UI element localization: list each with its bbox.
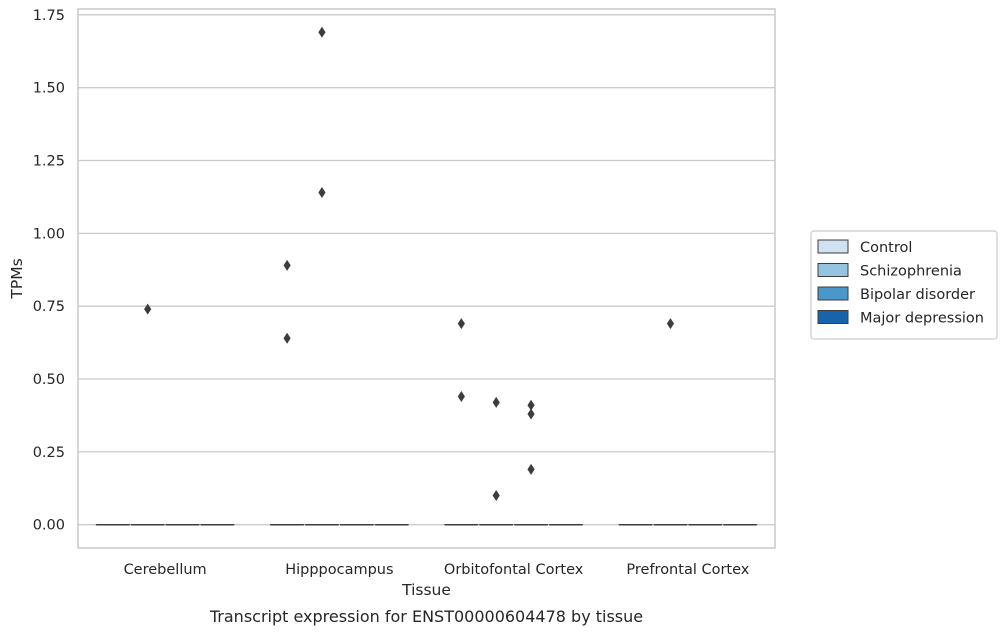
- y-tick-label: 1.50: [33, 81, 65, 97]
- outlier-point: [666, 318, 675, 330]
- outlier-point: [318, 187, 326, 199]
- y-tick-label: 0.50: [33, 372, 65, 388]
- legend: Control Schizophrenia Bipolar disorder Majo…: [810, 230, 998, 340]
- outlier-point: [283, 259, 291, 271]
- y-tick-label: 1.00: [33, 226, 65, 242]
- legend-label: Schizophrenia: [860, 264, 962, 280]
- x-axis-ticks: Cerebellum Hipppocampus Orbitofontal Corte…: [124, 562, 750, 578]
- y-tick-label: 0.00: [33, 518, 65, 534]
- legend-swatch: [817, 239, 849, 254]
- chart-caption: Transcript expression for ENST0000060447…: [209, 607, 643, 626]
- outlier-points: [144, 26, 675, 502]
- gridlines: [78, 14, 775, 526]
- legend-frame: [810, 230, 998, 340]
- legend-label: Major depression: [860, 311, 984, 327]
- outlier-point: [527, 408, 535, 420]
- outlier-point: [283, 332, 291, 344]
- y-axis-ticks: 0.00 0.25 0.50 0.75 1.00 1.25 1.50 1.75: [33, 8, 65, 534]
- legend-swatch: [817, 263, 849, 277]
- outlier-point: [457, 318, 465, 330]
- outlier-point: [457, 390, 465, 402]
- x-tick-label: Cerebellum: [124, 562, 207, 578]
- outlier-point: [492, 396, 500, 408]
- y-axis-label: TPMs: [8, 258, 26, 299]
- outlier-point: [144, 303, 152, 315]
- legend-swatch: [817, 310, 849, 324]
- y-tick-label: 0.25: [33, 445, 65, 461]
- y-tick-label: 1.75: [33, 8, 65, 24]
- legend-swatch: [817, 286, 849, 301]
- plot-frame: [77, 8, 776, 549]
- outlier-point: [492, 490, 500, 502]
- x-tick-label: Hipppocampus: [285, 562, 393, 578]
- outlier-point: [527, 463, 535, 475]
- x-axis-label: Tissue: [401, 581, 451, 599]
- y-tick-label: 1.25: [33, 154, 65, 170]
- outlier-point: [527, 399, 535, 411]
- outlier-point: [318, 26, 326, 38]
- x-tick-label: Prefrontal Cortex: [626, 562, 749, 578]
- legend-label: Bipolar disorder: [860, 287, 975, 303]
- x-tick-label: Orbitofontal Cortex: [444, 562, 584, 578]
- legend-label: Control: [860, 240, 912, 256]
- y-tick-label: 0.75: [33, 299, 65, 315]
